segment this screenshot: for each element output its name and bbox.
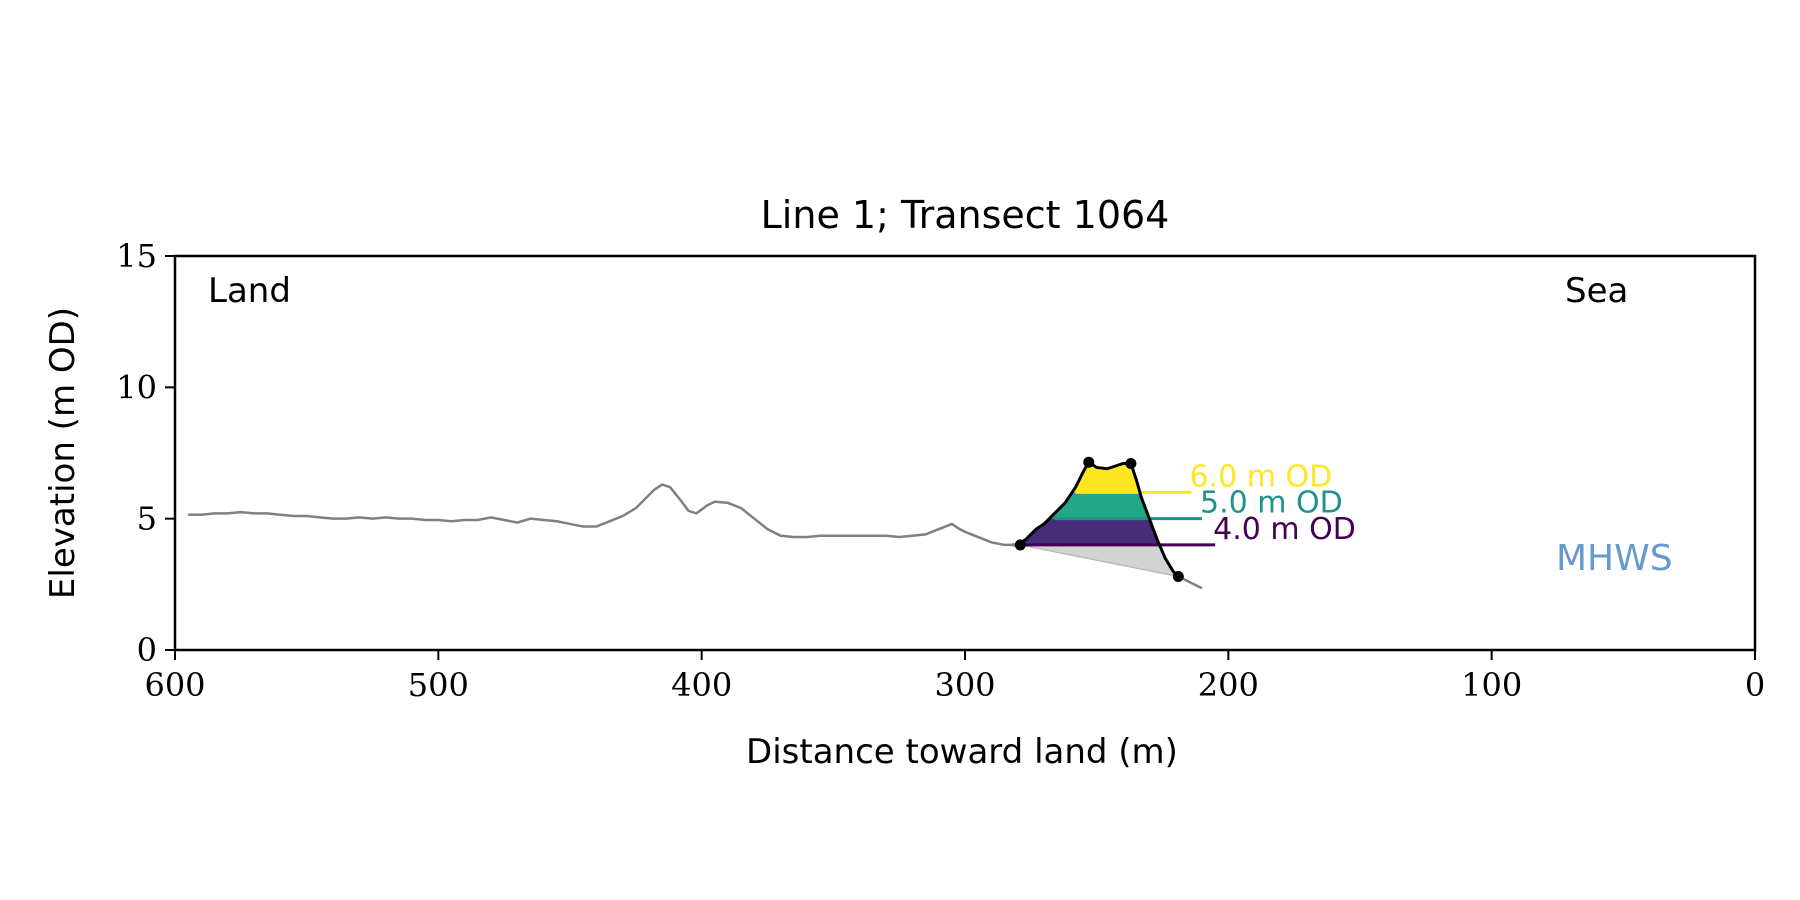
x-tick-label: 300 [934,666,995,704]
x-tick-label: 500 [408,666,469,704]
y-axis-label: Elevation (m OD) [43,307,83,599]
dune-outline [1016,460,1180,578]
x-axis-ticks: 600 500 400 300 200 100 0 [144,650,1765,704]
x-tick-label: 0 [1745,666,1765,704]
dune-base-line [1020,544,1179,578]
mhws-label: MHWS [1556,538,1673,579]
level-label-0: 4.0 m OD [1213,512,1356,547]
x-tick-label: 600 [144,666,205,704]
y-tick-label: 0 [137,631,157,669]
band-5-to-6 [1017,492,1179,519]
key-point [1014,539,1026,551]
x-axis-label: Distance toward land (m) [746,732,1178,772]
y-tick-label: 15 [116,237,157,275]
land-label: Land [208,271,291,311]
key-point [1172,570,1184,582]
key-point [1083,456,1095,468]
profile-tail-line [1177,575,1203,590]
x-tick-label: 100 [1461,666,1522,704]
level-label-1: 5.0 m OD [1200,486,1343,521]
profile-line [188,483,1018,547]
sea-label: Sea [1565,271,1628,311]
y-tick-label: 5 [137,500,157,538]
key-points [1014,456,1184,582]
x-tick-label: 400 [671,666,732,704]
chart-title: Line 1; Transect 1064 [761,193,1170,237]
x-tick-label: 200 [1198,666,1259,704]
y-axis-ticks: 0 5 10 15 [116,237,175,669]
y-tick-label: 10 [116,368,157,406]
plot-area [188,456,1216,590]
level-label-2: 6.0 m OD [1189,459,1332,494]
level-labels: 4.0 m OD5.0 m OD6.0 m OD [1189,459,1355,547]
level-lines [1012,490,1216,547]
plot-frame [173,254,1757,652]
key-point [1125,458,1137,470]
